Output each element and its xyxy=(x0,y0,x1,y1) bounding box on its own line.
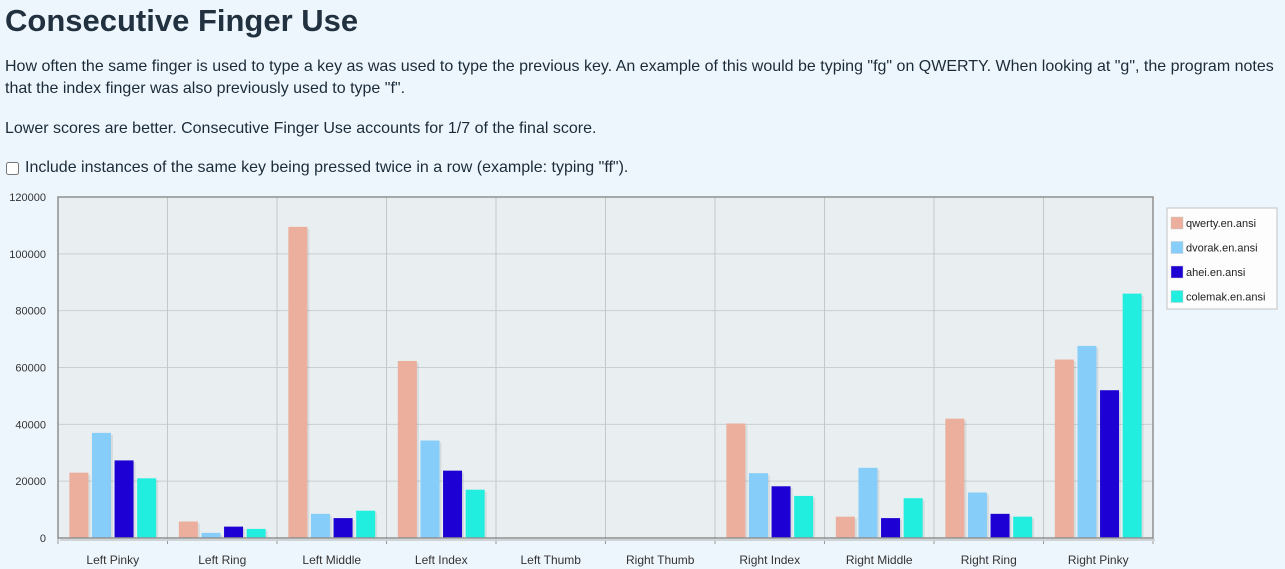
same-key-option: Include instances of the same key being … xyxy=(5,158,1285,178)
bar-qwerty.en.ansi-Left Ring xyxy=(178,521,198,538)
x-category-label: Left Pinky xyxy=(86,553,139,567)
legend-swatch xyxy=(1170,216,1184,230)
x-category-label: Right Pinky xyxy=(1068,553,1129,567)
y-tick-label: 0 xyxy=(40,533,46,545)
same-key-checkbox[interactable] xyxy=(6,161,19,175)
legend-label: dvorak.en.ansi xyxy=(1186,243,1258,255)
x-category-label: Right Thumb xyxy=(626,553,695,567)
bar-colemak.en.ansi-Left Ring xyxy=(246,528,266,538)
bar-qwerty.en.ansi-Right Middle xyxy=(835,516,855,538)
legend-swatch xyxy=(1170,290,1184,303)
bar-colemak.en.ansi-Right Ring xyxy=(1013,516,1033,538)
x-category-label: Left Ring xyxy=(198,553,246,567)
bar-qwerty.en.ansi-Left Middle xyxy=(288,226,308,538)
bar-dvorak.en.ansi-Right Pinky xyxy=(1077,345,1097,538)
bar-ahei.en.ansi-Left Pinky xyxy=(114,460,134,538)
y-tick-label: 60000 xyxy=(15,363,46,375)
bar-qwerty.en.ansi-Left Index xyxy=(397,360,417,538)
bar-qwerty.en.ansi-Right Pinky xyxy=(1054,359,1074,538)
x-category-label: Left Index xyxy=(415,553,468,567)
bar-colemak.en.ansi-Left Index xyxy=(465,489,485,538)
bar-colemak.en.ansi-Right Index xyxy=(794,495,814,538)
bar-colemak.en.ansi-Left Pinky xyxy=(137,478,157,538)
bar-qwerty.en.ansi-Right Index xyxy=(726,423,746,538)
x-category-label: Right Index xyxy=(739,553,800,567)
bar-ahei.en.ansi-Left Ring xyxy=(224,526,244,538)
bar-qwerty.en.ansi-Left Pinky xyxy=(69,472,89,538)
bar-ahei.en.ansi-Right Middle xyxy=(881,518,901,538)
y-tick-label: 100000 xyxy=(9,249,46,261)
y-tick-label: 120000 xyxy=(9,192,46,204)
bar-colemak.en.ansi-Left Middle xyxy=(356,510,376,538)
bar-dvorak.en.ansi-Left Pinky xyxy=(91,432,111,538)
bar-ahei.en.ansi-Right Index xyxy=(771,486,791,538)
legend-box xyxy=(1166,207,1278,310)
bar-dvorak.en.ansi-Left Index xyxy=(420,440,440,538)
bar-dvorak.en.ansi-Left Middle xyxy=(310,513,330,538)
bar-dvorak.en.ansi-Right Index xyxy=(748,473,768,538)
bar-dvorak.en.ansi-Right Ring xyxy=(967,492,987,538)
bar-ahei.en.ansi-Left Index xyxy=(443,470,463,538)
bar-ahei.en.ansi-Right Pinky xyxy=(1100,390,1120,538)
x-category-label: Right Middle xyxy=(846,553,913,567)
description-text: How often the same finger is used to typ… xyxy=(5,58,1274,97)
bar-ahei.en.ansi-Left Middle xyxy=(333,518,353,538)
bar-dvorak.en.ansi-Left Ring xyxy=(201,532,221,538)
score-note: Lower scores are better. Consecutive Fin… xyxy=(5,120,597,137)
x-category-label: Left Middle xyxy=(302,553,361,567)
x-category-label: Left Thumb xyxy=(521,553,582,567)
legend-label: qwerty.en.ansi xyxy=(1186,218,1256,230)
x-category-label: Right Ring xyxy=(961,553,1017,567)
legend-label: colemak.en.ansi xyxy=(1186,292,1266,304)
page-title: Consecutive Finger Use xyxy=(5,3,359,38)
plot-frame xyxy=(57,196,1154,539)
page: Consecutive Finger Use How often the sam… xyxy=(0,0,1285,178)
legend-swatch xyxy=(1170,265,1184,279)
legend-swatch xyxy=(1170,241,1184,254)
y-tick-label: 20000 xyxy=(15,476,46,488)
bar-ahei.en.ansi-Right Ring xyxy=(990,513,1010,538)
bar-dvorak.en.ansi-Right Middle xyxy=(858,467,878,538)
bar-qwerty.en.ansi-Right Ring xyxy=(945,418,965,538)
y-tick-label: 40000 xyxy=(15,419,46,431)
bar-colemak.en.ansi-Right Pinky xyxy=(1122,293,1142,538)
y-tick-label: 80000 xyxy=(15,306,46,318)
legend-label: ahei.en.ansi xyxy=(1186,267,1245,279)
bar-colemak.en.ansi-Right Middle xyxy=(903,498,923,538)
same-key-checkbox-label[interactable]: Include instances of the same key being … xyxy=(25,159,629,176)
